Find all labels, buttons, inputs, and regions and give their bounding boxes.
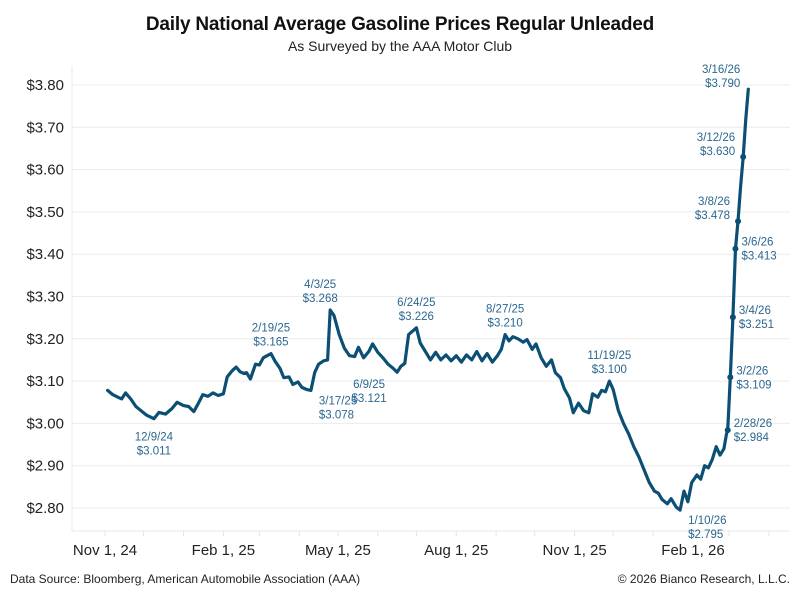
annotation-value: $3.121 bbox=[351, 393, 386, 405]
annotation-marker bbox=[724, 427, 731, 434]
annotation-date: 2/19/25 bbox=[252, 323, 290, 335]
annotation-date: 8/27/25 bbox=[486, 304, 524, 316]
x-tick-label: Nov 1, 25 bbox=[543, 542, 607, 559]
y-axis: $2.80 $2.90 $3.00 $3.10 $3.20 $3.30 $3.40 $3.50… bbox=[26, 77, 64, 517]
y-tick-label: $3.10 bbox=[26, 373, 64, 390]
annotation-value: $3.109 bbox=[736, 379, 771, 391]
y-tick-label: $2.90 bbox=[26, 458, 64, 475]
annotation-date: 12/9/24 bbox=[135, 432, 174, 444]
annotation-date: 3/4/26 bbox=[739, 305, 771, 317]
annotation-value: $3.100 bbox=[592, 364, 627, 376]
annotation-date: 3/16/26 bbox=[702, 64, 740, 76]
annotation-marker bbox=[740, 153, 747, 160]
annotation-date: 3/17/25 bbox=[319, 395, 357, 407]
chart-subtitle: As Surveyed by the AAA Motor Club bbox=[287, 38, 513, 54]
annotation-date: 11/19/25 bbox=[587, 350, 631, 362]
data-source-note: Data Source: Bloomberg, American Automob… bbox=[10, 572, 361, 586]
y-tick-label: $3.80 bbox=[26, 77, 64, 94]
annotation-layer: 12/9/24 $3.011 2/19/25 $3.165 4/3/25 $3.268 3/… bbox=[135, 64, 777, 541]
annotation-date: 3/6/26 bbox=[741, 237, 773, 249]
x-tick-label: Nov 1, 24 bbox=[73, 542, 137, 559]
annotation-value: $3.478 bbox=[695, 210, 730, 222]
annotation-value: $2.984 bbox=[734, 432, 770, 444]
x-tick-label: Aug 1, 25 bbox=[424, 542, 488, 559]
marker-layer bbox=[724, 153, 747, 434]
annotation-marker bbox=[735, 218, 742, 225]
chart-title: Daily National Average Gasoline Prices R… bbox=[145, 14, 655, 35]
annotation-value: $3.210 bbox=[488, 318, 523, 330]
annotation-value: $3.790 bbox=[705, 78, 740, 90]
annotation-date: 1/10/26 bbox=[688, 515, 726, 527]
x-tick-label: Feb 1, 25 bbox=[192, 542, 255, 559]
annotation-value: $3.011 bbox=[137, 446, 171, 458]
x-tick-label: Feb 1, 26 bbox=[661, 542, 724, 559]
series-line-regular-unleaded bbox=[105, 87, 750, 512]
annotation-value: $3.078 bbox=[319, 409, 354, 421]
annotation-value: $3.630 bbox=[700, 146, 735, 158]
annotation-date: 6/9/25 bbox=[353, 379, 385, 391]
annotation-date: 2/28/26 bbox=[734, 418, 772, 430]
x-tick-label: May 1, 25 bbox=[305, 542, 371, 559]
annotation-value: $3.165 bbox=[253, 337, 288, 349]
series-layer bbox=[105, 87, 750, 512]
annotation-marker bbox=[732, 245, 739, 252]
y-tick-label: $3.70 bbox=[26, 119, 64, 136]
y-tick-label: $3.20 bbox=[26, 331, 64, 348]
y-tick-label: $2.80 bbox=[26, 500, 64, 517]
annotation-value: $3.413 bbox=[741, 251, 776, 263]
annotation-value: $3.226 bbox=[399, 311, 434, 323]
y-tick-label: $3.00 bbox=[26, 415, 64, 432]
x-axis: Nov 1, 24 Feb 1, 25 May 1, 25 Aug 1, 25 Nov … bbox=[73, 531, 770, 559]
annotation-value: $2.795 bbox=[688, 529, 723, 541]
y-tick-label: $3.40 bbox=[26, 246, 64, 263]
annotation-date: 3/2/26 bbox=[736, 365, 768, 377]
annotation-marker bbox=[729, 314, 736, 321]
y-tick-label: $3.60 bbox=[26, 162, 64, 179]
annotation-date: 6/24/25 bbox=[397, 297, 435, 309]
annotation-value: $3.251 bbox=[739, 319, 774, 331]
annotation-date: 3/12/26 bbox=[697, 132, 735, 144]
copyright-note: © 2026 Bianco Research, L.L.C. bbox=[617, 572, 790, 586]
gridlines bbox=[71, 66, 790, 532]
annotation-date: 4/3/25 bbox=[304, 279, 336, 291]
y-tick-label: $3.30 bbox=[26, 289, 64, 306]
annotation-value: $3.268 bbox=[303, 293, 338, 305]
annotation-date: 3/8/26 bbox=[698, 196, 730, 208]
annotation-marker bbox=[727, 374, 734, 381]
y-tick-label: $3.50 bbox=[26, 204, 64, 221]
